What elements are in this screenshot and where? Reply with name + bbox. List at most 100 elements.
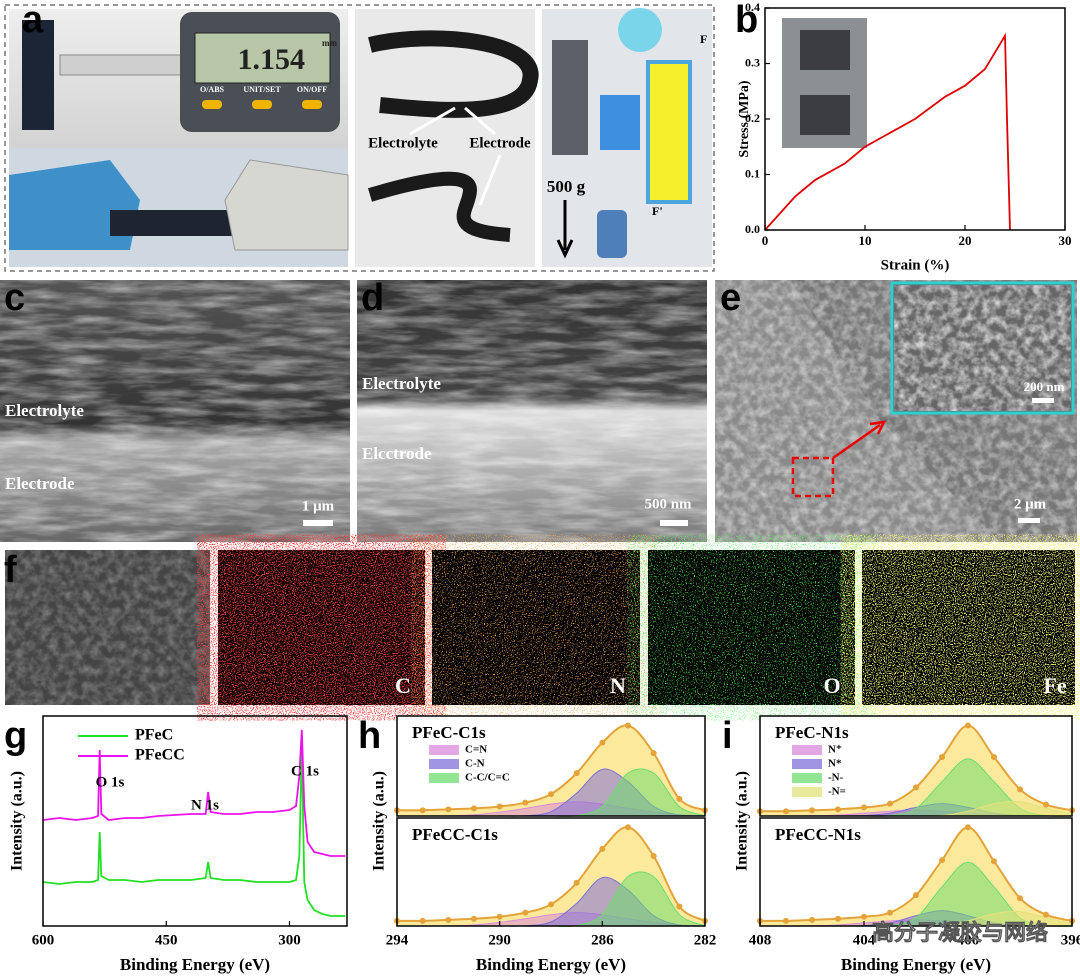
legend-label: C-C/C=C xyxy=(465,772,510,784)
sample xyxy=(22,20,54,130)
x-axis-label: Strain (%) xyxy=(881,257,950,273)
x-tick-label: 290 xyxy=(488,932,511,948)
y-axis-label: Intensity (a.u.) xyxy=(734,771,751,871)
legend-label: -N= xyxy=(828,786,846,798)
data-point xyxy=(913,784,919,791)
subplot-title: PFeC-N1s xyxy=(775,723,849,742)
eds-dots xyxy=(218,550,425,705)
data-point xyxy=(835,806,841,813)
x-tick-label: 20 xyxy=(959,233,972,248)
peak-label: N 1s xyxy=(191,797,219,813)
panel-label: h xyxy=(358,715,381,757)
data-point xyxy=(573,770,580,777)
data-point xyxy=(548,791,554,798)
eds-dots xyxy=(648,550,855,705)
legend-label: PFeCC xyxy=(135,747,185,764)
sem-texture xyxy=(357,280,707,542)
lcd xyxy=(194,32,331,84)
data-point xyxy=(913,892,919,899)
data-point xyxy=(445,806,452,813)
legend-label: PFeC xyxy=(135,727,173,744)
data-point xyxy=(809,916,815,923)
grip xyxy=(800,30,850,70)
scale-label: 500 nm xyxy=(644,496,692,512)
x-tick-label: 396 xyxy=(1061,932,1080,948)
line xyxy=(42,729,346,857)
y-axis-label: Intensity (a.u.) xyxy=(371,771,388,871)
legend-label: N⁺ xyxy=(828,744,842,756)
legend-label: C-N xyxy=(465,758,485,770)
label-electrolyte: Electrolyte xyxy=(368,135,438,151)
panel-label: b xyxy=(735,0,758,41)
x-tick-label: 408 xyxy=(749,932,772,948)
data-point xyxy=(650,853,657,860)
data-point xyxy=(887,800,893,807)
panel-a: 1.154 mm O/ABS UNIT/SET ON/OFF Electroly… xyxy=(4,0,715,272)
lcd-unit: mm xyxy=(322,38,337,48)
scale-label: 1 μm xyxy=(302,498,335,514)
data-point xyxy=(471,805,477,812)
panel-label: g xyxy=(4,715,27,757)
bent-film xyxy=(368,30,539,118)
data-point xyxy=(496,803,503,810)
button xyxy=(302,100,322,109)
legend-swatch xyxy=(792,759,822,769)
legend-label: N* xyxy=(828,758,842,770)
data-point xyxy=(835,915,841,922)
data-point xyxy=(1043,801,1049,808)
x-tick-label: 600 xyxy=(32,932,55,948)
panel-label: a xyxy=(22,0,44,41)
weight xyxy=(597,210,627,258)
map-label: O xyxy=(823,673,840,698)
scale-bar xyxy=(660,520,688,526)
data-point xyxy=(625,824,631,831)
x-tick-label: 450 xyxy=(155,932,178,948)
label-electrode: Electrode xyxy=(469,135,531,151)
arrow xyxy=(832,420,887,460)
sem-texture xyxy=(0,280,350,542)
peak-label: O 1s xyxy=(96,774,125,790)
sem-texture xyxy=(5,550,210,705)
inset-texture xyxy=(894,285,1071,411)
grip xyxy=(800,95,850,135)
legend-swatch xyxy=(429,773,459,783)
y-tick-label: 0.4 xyxy=(745,0,760,14)
arrow xyxy=(556,200,574,259)
x-axis-label: Binding Energy (eV) xyxy=(841,955,991,974)
y-tick-label: 0.2 xyxy=(745,111,760,125)
panel-e: 200 nm 2 μm e xyxy=(715,277,1077,542)
data-point xyxy=(522,799,529,806)
y-axis-label: Stress (MPa) xyxy=(737,80,752,157)
x-tick-label: 400 xyxy=(957,932,980,948)
scale-bar xyxy=(1032,398,1054,403)
x-axis-label: Binding Energy (eV) xyxy=(120,955,270,974)
subplot-title: PFeCC-N1s xyxy=(775,825,861,844)
data-point xyxy=(419,807,426,814)
watermark: 高分子凝胶与网络 xyxy=(872,920,1048,945)
eds-dots xyxy=(432,550,640,705)
plot-frame xyxy=(759,817,1073,927)
data-point xyxy=(939,857,945,864)
data-point xyxy=(522,909,529,916)
data-point xyxy=(625,722,631,729)
map-label: C xyxy=(395,673,411,698)
data-point xyxy=(939,753,945,760)
y-tick-label: 0.3 xyxy=(745,55,760,69)
mascot xyxy=(618,8,662,52)
data-point xyxy=(887,909,893,916)
data-point xyxy=(419,917,426,924)
sample xyxy=(552,40,588,155)
data-point xyxy=(1017,786,1023,793)
clip xyxy=(224,159,349,251)
panel-label: f xyxy=(4,549,17,591)
y-axis-label: Intensity (a.u.) xyxy=(9,771,26,871)
panel-d: Electrolyte Elcctrode 500 nm d xyxy=(357,277,707,542)
subplot-title: PFeCC-C1s xyxy=(412,825,498,844)
peak-label: C 1s xyxy=(291,763,319,779)
data-point xyxy=(676,903,683,910)
data-point xyxy=(676,795,683,802)
label-electrolyte: Electrolyte xyxy=(362,374,441,393)
panel-label: c xyxy=(4,277,25,319)
region-box xyxy=(791,456,835,498)
data-point xyxy=(1017,895,1023,902)
